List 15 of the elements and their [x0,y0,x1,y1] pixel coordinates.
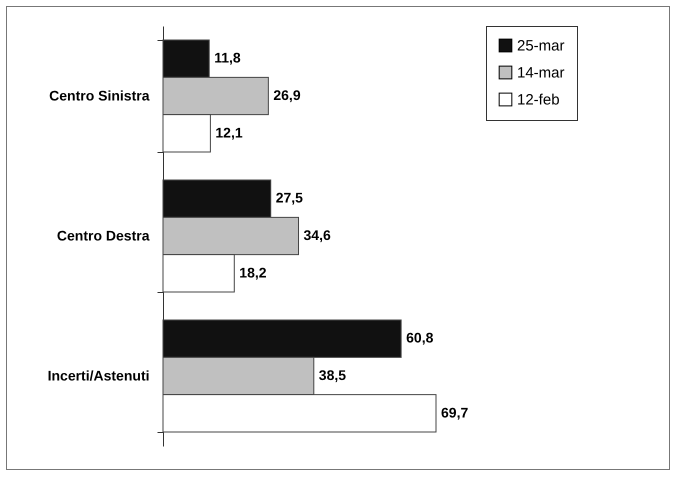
data-label: 18,2 [239,264,267,280]
y-tick-label: Centro Destra [56,228,150,244]
data-label: 27,5 [276,190,304,206]
y-tick-label: Incerti/Astenuti [48,368,150,384]
y-tick-label: Centro Sinistra [49,88,150,104]
data-label: 12,1 [215,124,243,140]
data-label: 11,8 [214,50,241,66]
legend-label: 25-mar [517,38,565,54]
legend-label: 14-mar [517,64,565,82]
data-label: 38,5 [318,367,346,383]
data-label: 60,8 [406,330,434,346]
data-label: 69,7 [441,404,468,420]
data-label: 26,9 [273,87,301,103]
text: 12-feb [517,92,560,108]
data-label: 34,6 [304,227,331,243]
